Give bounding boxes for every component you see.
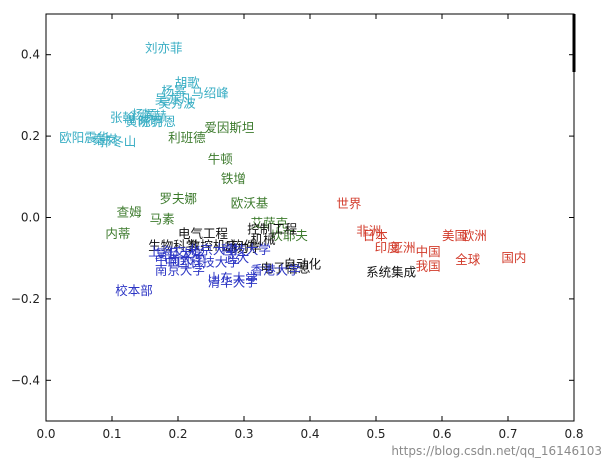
point-label: 电子信息 xyxy=(261,260,311,275)
point-label: 全球 xyxy=(455,252,481,267)
x-tick-label: 0.8 xyxy=(564,427,583,441)
point-label: 杨幂 xyxy=(162,83,187,98)
point-label: 国内 xyxy=(501,250,526,265)
point-label: 武大 xyxy=(224,250,249,265)
point-label: 机械 xyxy=(251,232,277,247)
point-label: 铁增 xyxy=(221,171,246,186)
point-label: 中南大学 xyxy=(155,252,205,267)
point-label: 日本 xyxy=(363,228,389,243)
point-label: 亚洲 xyxy=(391,240,416,255)
point-label: 生物科学 xyxy=(148,238,198,253)
point-label: 南京大学 xyxy=(155,262,205,277)
y-tick-label: 0.4 xyxy=(21,48,40,62)
x-tick-label: 0.2 xyxy=(168,427,187,441)
point-label: 软件 xyxy=(231,238,256,253)
point-label: 非洲 xyxy=(356,224,381,239)
y-tick-label: −0.4 xyxy=(11,373,40,387)
point-label: 系统集成 xyxy=(366,264,416,279)
x-tick-label: 0.7 xyxy=(498,427,517,441)
point-label: 欧沃基 xyxy=(231,195,269,210)
point-label: 吴秀波 xyxy=(158,96,196,111)
point-label: 数控机床 xyxy=(188,238,239,253)
point-label: 杨颖 xyxy=(132,107,157,122)
point-label: 内蒂 xyxy=(105,226,130,241)
point-label: 复旦大学 xyxy=(155,246,205,261)
point-label: 陈乔恩 xyxy=(138,114,176,129)
point-label: 查姆 xyxy=(117,205,143,220)
point-label: 我国 xyxy=(416,258,441,273)
point-label: 胡歌 xyxy=(175,75,201,90)
point-label: 校本部 xyxy=(115,283,153,298)
point-label: 秦岚 xyxy=(92,132,118,147)
x-tick-label: 0.1 xyxy=(102,427,121,441)
y-tick-label: 0.2 xyxy=(21,129,40,143)
point-label: 刘亦菲 xyxy=(145,41,183,56)
point-label: 郭冬山 xyxy=(99,134,137,149)
point-label: 自动化 xyxy=(284,256,322,271)
point-label: 艾萨克 xyxy=(251,216,289,231)
point-label: 中国 xyxy=(416,244,441,259)
x-tick-label: 0.5 xyxy=(366,427,385,441)
point-label: 坎耶夫 xyxy=(270,228,308,243)
point-label: 陈赫 xyxy=(142,108,168,123)
point-label: 吴亦凡 xyxy=(155,91,193,106)
x-tick-label: 0.3 xyxy=(234,427,253,441)
y-tick-label: −0.2 xyxy=(11,292,40,306)
plot-area-frame xyxy=(45,13,575,422)
point-label: 马素 xyxy=(150,212,175,227)
x-tick-label: 0.4 xyxy=(300,427,319,441)
x-axis: 0.0 0.1 0.2 0.3 0.4 0.5 0.6 0.7 0.8 xyxy=(36,14,584,441)
point-label: 上海交大 xyxy=(148,244,198,259)
point-label: 印度 xyxy=(375,240,401,255)
point-label: 北京大学 xyxy=(188,242,238,257)
y-axis: −0.4 −0.2 0.0 0.2 0.4 xyxy=(11,48,574,387)
point-label: 张翰 xyxy=(110,110,136,125)
point-label: 欧阳震华 xyxy=(59,130,109,145)
point-label: 牛顿 xyxy=(208,151,234,166)
point-label: 电气工程 xyxy=(178,226,229,241)
point-label: 欧洲 xyxy=(462,228,487,243)
point-label: 黄晓明 xyxy=(125,114,163,129)
point-label: 动力学 xyxy=(224,240,262,255)
y-tick-label: 0.0 xyxy=(21,211,40,225)
point-label: 科技大学 xyxy=(221,242,271,257)
point-label: 清华大学 xyxy=(208,275,258,290)
point-label: 利班德 xyxy=(168,130,206,145)
point-label: 美国 xyxy=(442,228,467,243)
watermark-text: https://blog.csdn.net/qq_16146103 xyxy=(391,444,602,458)
point-label: 马绍峰 xyxy=(191,85,229,100)
x-tick-label: 0.0 xyxy=(36,427,55,441)
point-label: 爱因斯坦 xyxy=(204,120,254,135)
point-label: 控制工程 xyxy=(247,222,298,237)
point-label: 世界 xyxy=(336,196,362,211)
point-label: 山东大学 xyxy=(208,271,258,286)
point-label: 中国科技大学 xyxy=(165,254,240,269)
point-label: 罗夫娜 xyxy=(160,191,198,206)
x-tick-label: 0.6 xyxy=(432,427,451,441)
point-label: 香港大学 xyxy=(251,262,301,277)
